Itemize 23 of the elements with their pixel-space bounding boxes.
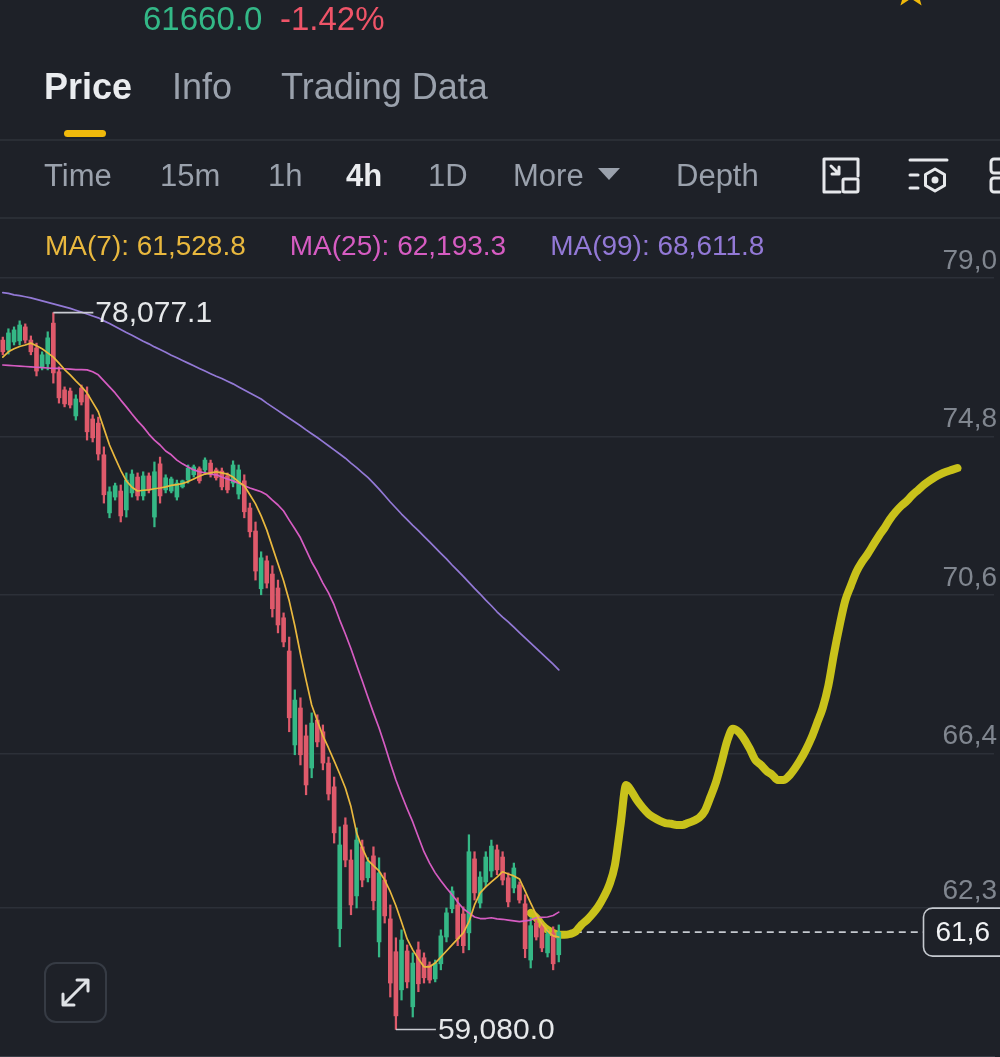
text: -1.42% bbox=[280, 0, 385, 37]
text: Depth bbox=[676, 158, 759, 193]
annotation: 78,077.1 bbox=[95, 294, 213, 328]
text: 1h bbox=[268, 158, 303, 193]
text: MA(25): 62,193.3 bbox=[289, 230, 507, 261]
text: Info bbox=[172, 66, 233, 107]
y-tick-label: 62,3 bbox=[942, 873, 997, 905]
annotation: 61,6 bbox=[935, 915, 990, 947]
text: Trading Data bbox=[281, 66, 488, 107]
y-tick-label: 74,8 bbox=[942, 402, 997, 434]
y-tick-label: 70,6 bbox=[942, 560, 997, 592]
annotation: 59,080.0 bbox=[437, 1011, 555, 1045]
text: MA(7): 61,528.8 bbox=[45, 230, 246, 261]
y-tick-label: 79,0 bbox=[942, 243, 997, 275]
text: MA(99): 68,611.8 bbox=[550, 230, 765, 261]
text: 1D bbox=[428, 158, 468, 193]
text: 15m bbox=[160, 158, 221, 193]
text: 61660.0 bbox=[143, 0, 263, 37]
text: Time bbox=[44, 158, 112, 193]
text: 4h bbox=[346, 158, 383, 193]
y-tick-label: 66,4 bbox=[942, 718, 997, 750]
text: Price bbox=[44, 66, 133, 107]
text: More bbox=[513, 158, 584, 193]
